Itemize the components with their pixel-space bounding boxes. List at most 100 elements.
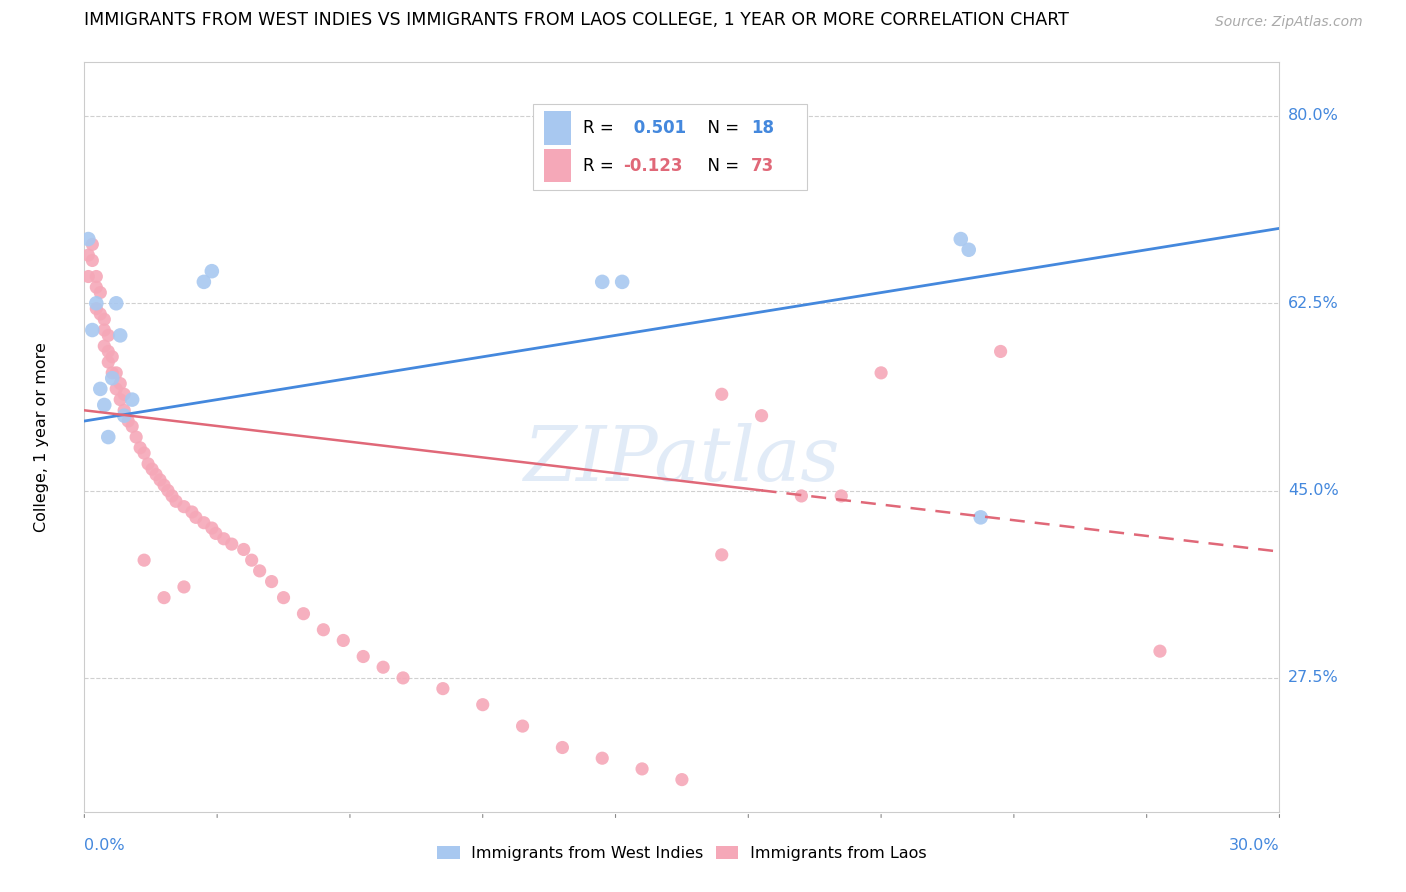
Point — [173, 580, 195, 594]
Point — [157, 483, 180, 498]
Point — [112, 409, 135, 423]
Point — [160, 489, 183, 503]
Point — [181, 505, 204, 519]
Legend:  Immigrants from West Indies,  Immigrants from Laos: Immigrants from West Indies, Immigrants … — [432, 839, 932, 867]
Point — [201, 264, 224, 278]
Point — [830, 489, 852, 503]
FancyBboxPatch shape — [533, 103, 807, 190]
Point — [240, 553, 263, 567]
Point — [373, 660, 395, 674]
Point — [89, 307, 111, 321]
Point — [332, 633, 354, 648]
Point — [205, 526, 228, 541]
Point — [86, 301, 108, 316]
Point — [260, 574, 283, 589]
Point — [105, 366, 128, 380]
Point — [591, 751, 613, 765]
Point — [710, 548, 733, 562]
Point — [89, 382, 111, 396]
Point — [201, 521, 224, 535]
Point — [93, 339, 115, 353]
Point — [710, 387, 733, 401]
Point — [392, 671, 415, 685]
Text: 27.5%: 27.5% — [1288, 671, 1339, 685]
Text: 80.0%: 80.0% — [1288, 109, 1339, 123]
Point — [1149, 644, 1171, 658]
Text: N =: N = — [697, 120, 745, 137]
Point — [141, 462, 163, 476]
Text: IMMIGRANTS FROM WEST INDIES VS IMMIGRANTS FROM LAOS COLLEGE, 1 YEAR OR MORE CORR: IMMIGRANTS FROM WEST INDIES VS IMMIGRANT… — [84, 11, 1069, 29]
Point — [93, 323, 115, 337]
Point — [212, 532, 235, 546]
Point — [136, 457, 159, 471]
Point — [153, 591, 176, 605]
Point — [751, 409, 773, 423]
Point — [551, 740, 574, 755]
Point — [193, 275, 215, 289]
Bar — [544, 112, 571, 145]
Point — [145, 467, 167, 482]
Point — [97, 328, 120, 343]
Text: 0.0%: 0.0% — [84, 838, 125, 854]
Point — [105, 296, 128, 310]
Point — [86, 296, 108, 310]
Point — [970, 510, 993, 524]
Point — [790, 489, 813, 503]
Point — [957, 243, 980, 257]
Point — [631, 762, 654, 776]
Point — [77, 232, 100, 246]
Point — [77, 248, 100, 262]
Point — [93, 312, 115, 326]
Text: 45.0%: 45.0% — [1288, 483, 1339, 498]
Text: 62.5%: 62.5% — [1288, 296, 1339, 310]
Point — [82, 253, 104, 268]
Text: 0.501: 0.501 — [628, 120, 686, 137]
Text: -0.123: -0.123 — [623, 157, 683, 175]
Point — [471, 698, 494, 712]
Point — [112, 403, 135, 417]
Point — [93, 398, 115, 412]
Point — [512, 719, 534, 733]
Point — [121, 419, 143, 434]
Point — [97, 355, 120, 369]
Point — [101, 371, 124, 385]
Point — [105, 382, 128, 396]
Text: Source: ZipAtlas.com: Source: ZipAtlas.com — [1216, 15, 1364, 29]
Text: 18: 18 — [751, 120, 775, 137]
Bar — [544, 149, 571, 182]
Point — [110, 328, 132, 343]
Point — [232, 542, 254, 557]
Point — [149, 473, 172, 487]
Text: 73: 73 — [751, 157, 775, 175]
Point — [132, 553, 156, 567]
Point — [101, 366, 124, 380]
Text: 30.0%: 30.0% — [1229, 838, 1279, 854]
Point — [173, 500, 195, 514]
Point — [153, 478, 176, 492]
Point — [97, 430, 120, 444]
Text: N =: N = — [697, 157, 745, 175]
Point — [125, 430, 148, 444]
Point — [82, 323, 104, 337]
Point — [352, 649, 374, 664]
Point — [86, 269, 108, 284]
Point — [312, 623, 335, 637]
Point — [129, 441, 152, 455]
Point — [110, 376, 132, 391]
Point — [117, 414, 139, 428]
Point — [249, 564, 271, 578]
Point — [121, 392, 143, 407]
Point — [193, 516, 215, 530]
Point — [273, 591, 295, 605]
Point — [221, 537, 243, 551]
Point — [612, 275, 634, 289]
Point — [89, 285, 111, 300]
Point — [990, 344, 1012, 359]
Point — [110, 392, 132, 407]
Point — [671, 772, 693, 787]
Point — [77, 269, 100, 284]
Text: ZIPatlas: ZIPatlas — [523, 423, 841, 497]
Point — [112, 387, 135, 401]
Point — [292, 607, 315, 621]
Text: R =: R = — [582, 157, 619, 175]
